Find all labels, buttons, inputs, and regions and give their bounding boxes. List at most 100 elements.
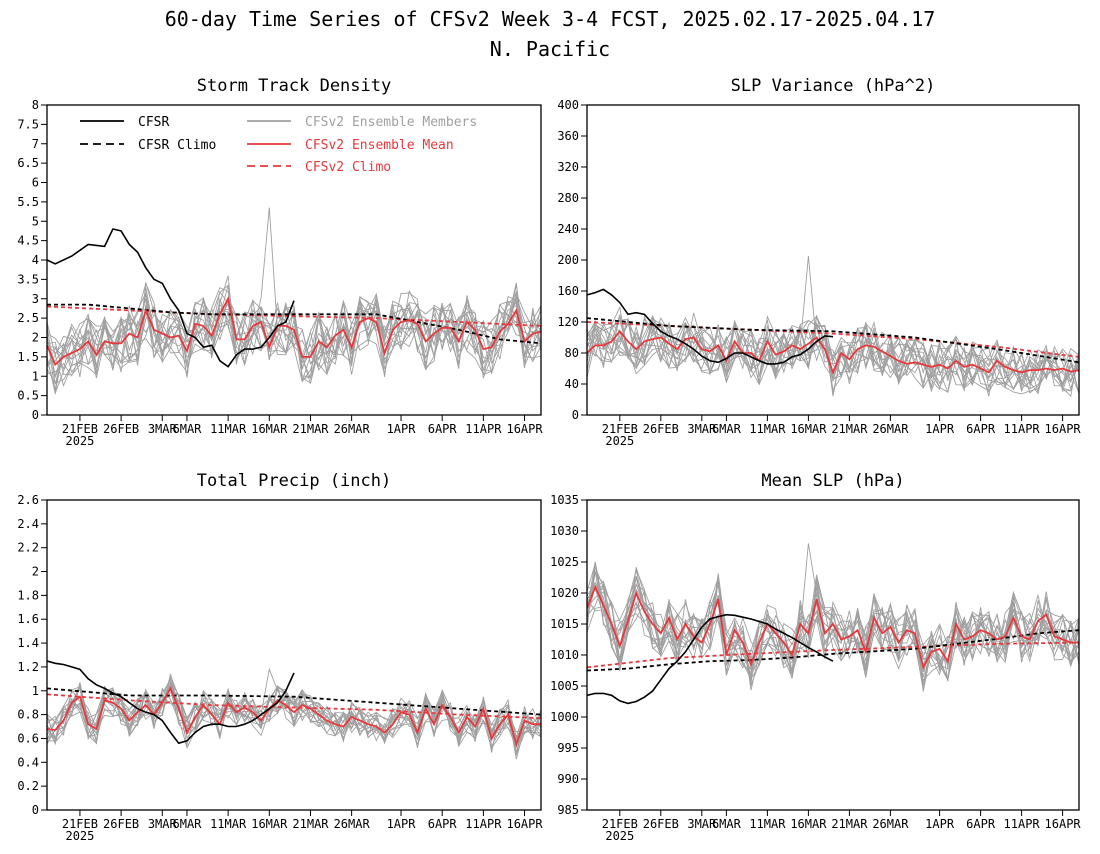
plot-area [47,660,541,760]
x-tick-label: 16APR [506,422,543,436]
series-cfsr [587,288,834,365]
y-tick-label: 2.4 [17,517,39,531]
y-tick-label: 1 [32,684,39,698]
y-tick-label: 1000 [550,710,579,724]
series-cfsr [587,613,834,705]
legend-label-cfsv2-climo: CFSv2 Climo [305,160,391,175]
x-tick-label: 6MAR [712,422,742,436]
x-tick-label: 21FEB [62,422,98,436]
y-tick-label: 5.5 [17,195,39,209]
ensemble-member-line [47,688,541,742]
panel-title: Total Precip (inch) [197,471,391,491]
y-tick-label: 2 [32,565,39,579]
x-tick-label: 16MAR [790,422,827,436]
y-tick-label: 1 [32,369,39,383]
panel-title: SLP Variance (hPa^2) [731,76,936,96]
plot-frame [46,104,542,416]
ensemble-member-line [587,577,1079,685]
figure-title: 60-day Time Series of CFSv2 Week 3-4 FCS… [165,7,936,31]
plot-area [587,543,1079,705]
x-tick-label: 16APR [1045,817,1082,831]
y-tick-label: 3 [32,292,39,306]
x-tick-label: 6MAR [712,817,742,831]
y-tick-label: 995 [557,741,579,755]
series-cfsr-climo [47,303,541,345]
x-tick-label: 26MAR [872,422,909,436]
series-cfsv2-climo [587,321,1079,358]
series-cfsr-climo [47,687,541,716]
panel-title: Storm Track Density [197,76,391,96]
x-tick-label: 1APR [387,817,417,831]
x-tick-label: 6APR [428,817,458,831]
plot-frame [586,499,1080,811]
x-tick-label: 26FEB [103,422,139,436]
series-cfsr [47,660,295,745]
y-tick-label: 1005 [550,679,579,693]
x-tick-label: 11MAR [210,817,247,831]
x-tick-label: 1APR [925,422,955,436]
y-tick-label: 2.2 [17,541,39,555]
plot-frame [46,499,542,811]
ensemble-member-line [587,575,1079,691]
ensemble-member-line [47,292,541,378]
panel-storm-track-density: Storm Track Density 0 0.5 1 1.5 2 2.5 3 3.5 4 4.5 5… [17,76,543,448]
y-tick-label: 40 [565,377,579,391]
x-tick-label: 11APR [1004,422,1041,436]
y-tick-label: 1015 [550,617,579,631]
y-tick-label: 4.5 [17,234,39,248]
legend: CFSR CFSR Climo CFSv2 Ensemble Members CFSv… [80,115,477,175]
y-tick-label: 2.5 [17,311,39,325]
y-tick-label: 1035 [550,493,579,507]
y-tick-label: 6 [32,176,39,190]
y-tick-label: 1.5 [17,350,39,364]
ensemble-member-line [587,315,1079,395]
panel-total-precip-inch: Total Precip (inch) 0 0.2 0.4 0.6 0.8 1 1.2 1.4 1… [17,471,543,843]
x-tick-label: 16MAR [251,422,288,436]
legend-label-cfsv2-ensemble-mean: CFSv2 Ensemble Mean [305,138,454,153]
ensemble-member-line [47,678,541,752]
x-tick-label: 11APR [465,422,502,436]
ensemble-member-line [47,295,541,368]
x-tick-label: 16MAR [790,817,827,831]
y-tick-label: 1.6 [17,612,39,626]
ensemble-member-line [587,315,1079,395]
legend-label-cfsv2-ensemble-members: CFSv2 Ensemble Members [305,115,477,130]
x-tick-label: 16APR [506,817,543,831]
ensemble-member-line [47,683,541,749]
x-tick-label: 21MAR [292,817,329,831]
y-tick-label: 160 [557,284,579,298]
ensemble-member-line [47,683,541,748]
ensemble-member-line [587,314,1079,392]
x-tick-label: 11MAR [210,422,247,436]
x-tick-label: 6MAR [173,817,203,831]
x-tick-label: 26FEB [643,422,679,436]
series-cfsv2-ensemble-mean [47,296,541,367]
y-tick-label: 240 [557,222,579,236]
series-cfsr-climo [587,317,1079,364]
x-tick-label: 6APR [966,422,996,436]
x-tick-label: 21FEB [602,817,638,831]
y-tick-label: 0.2 [17,779,39,793]
y-tick-label: 985 [557,803,579,817]
series-cfsv2-climo [47,305,541,327]
x-tick-label: 26MAR [334,817,371,831]
x-tick-label: 11APR [1004,817,1041,831]
y-tick-label: 2.6 [17,493,39,507]
y-tick-label: 1010 [550,648,579,662]
y-tick-label: 0 [572,408,579,422]
panel-slp-variance-hpa-2: SLP Variance (hPa^2) 0 40 80 120 160 200 240 280… [557,76,1081,448]
x-year-label: 2025 [605,829,634,843]
y-tick-label: 7.5 [17,117,39,131]
y-tick-label: 2 [32,331,39,345]
ensemble-member-line [587,312,1079,393]
figure-subtitle: N. Pacific [490,37,610,61]
x-tick-label: 21FEB [62,817,98,831]
y-tick-label: 8 [32,98,39,112]
x-year-label: 2025 [65,829,94,843]
ensemble-member-line [587,562,1079,681]
x-tick-label: 26FEB [103,817,139,831]
y-tick-label: 7 [32,137,39,151]
ensemble-member-line [587,561,1079,668]
x-tick-label: 21FEB [602,422,638,436]
